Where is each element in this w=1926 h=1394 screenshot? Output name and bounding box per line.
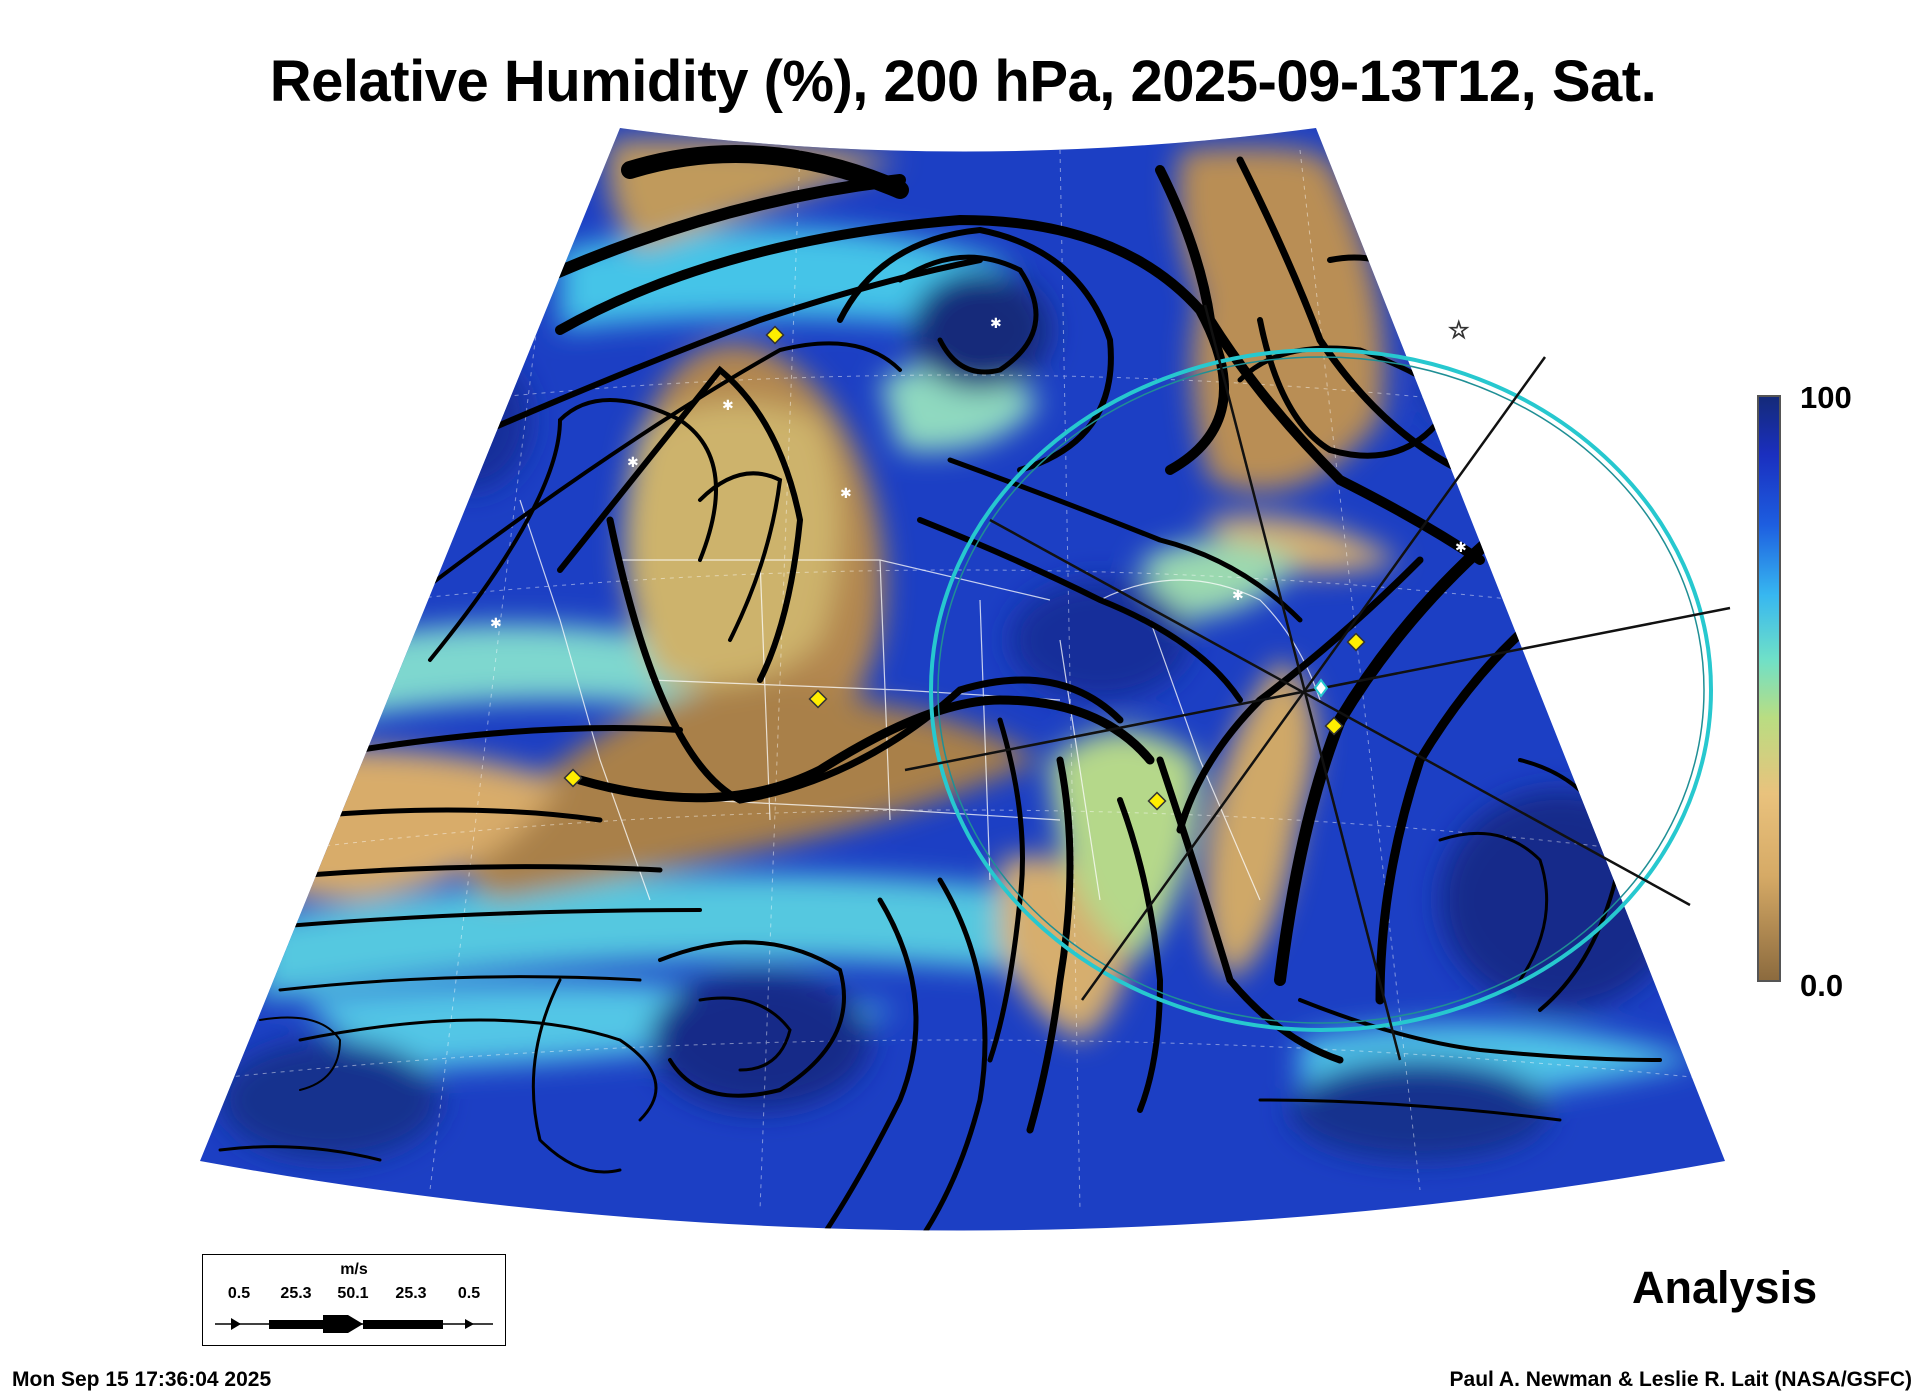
svg-text:✱: ✱ <box>627 454 639 470</box>
wind-scale-unit: m/s <box>340 1261 368 1278</box>
wind-scale-value: 50.1 <box>337 1285 369 1302</box>
humidity-field <box>200 128 1725 1231</box>
credit: Paul A. Newman & Leslie R. Lait (NASA/GS… <box>1449 1368 1912 1391</box>
wind-scale-value: 25.3 <box>395 1285 427 1302</box>
map-title: Relative Humidity (%), 200 hPa, 2025-09-… <box>269 49 1657 114</box>
cross-section-overlay: ✱ ✱ ✱ ✱ ✱ ✱ ✱ ☆ <box>490 304 1731 1061</box>
colorbar-min-label: 0.0 <box>1800 968 1844 1003</box>
wind-scale-value: 25.3 <box>280 1285 312 1302</box>
product-label: Analysis <box>1632 1262 1818 1313</box>
wind-scale-value: 0.5 <box>457 1285 481 1302</box>
star-markers: ✱ ✱ ✱ ✱ ✱ ✱ ✱ <box>490 315 1467 631</box>
radius-ring <box>929 348 1713 1032</box>
svg-text:✱: ✱ <box>1232 587 1244 603</box>
svg-text:✱: ✱ <box>1455 539 1467 555</box>
colorbar-max-label: 100 <box>1800 380 1852 415</box>
svg-text:✱: ✱ <box>722 397 734 413</box>
svg-text:✱: ✱ <box>490 615 502 631</box>
timestamp: Mon Sep 15 17:36:04 2025 <box>12 1368 272 1391</box>
wind-scale-value: 0.5 <box>227 1285 251 1302</box>
svg-text:✱: ✱ <box>840 485 852 501</box>
colorbar <box>1757 395 1781 982</box>
wind-scale-arrow <box>215 1315 493 1333</box>
station-markers <box>563 325 1366 811</box>
svg-text:✱: ✱ <box>990 315 1002 331</box>
wind-scale-legend: m/s 0.5 25.3 50.1 25.3 0.5 <box>202 1254 506 1346</box>
svg-text:☆: ☆ <box>1448 317 1470 344</box>
